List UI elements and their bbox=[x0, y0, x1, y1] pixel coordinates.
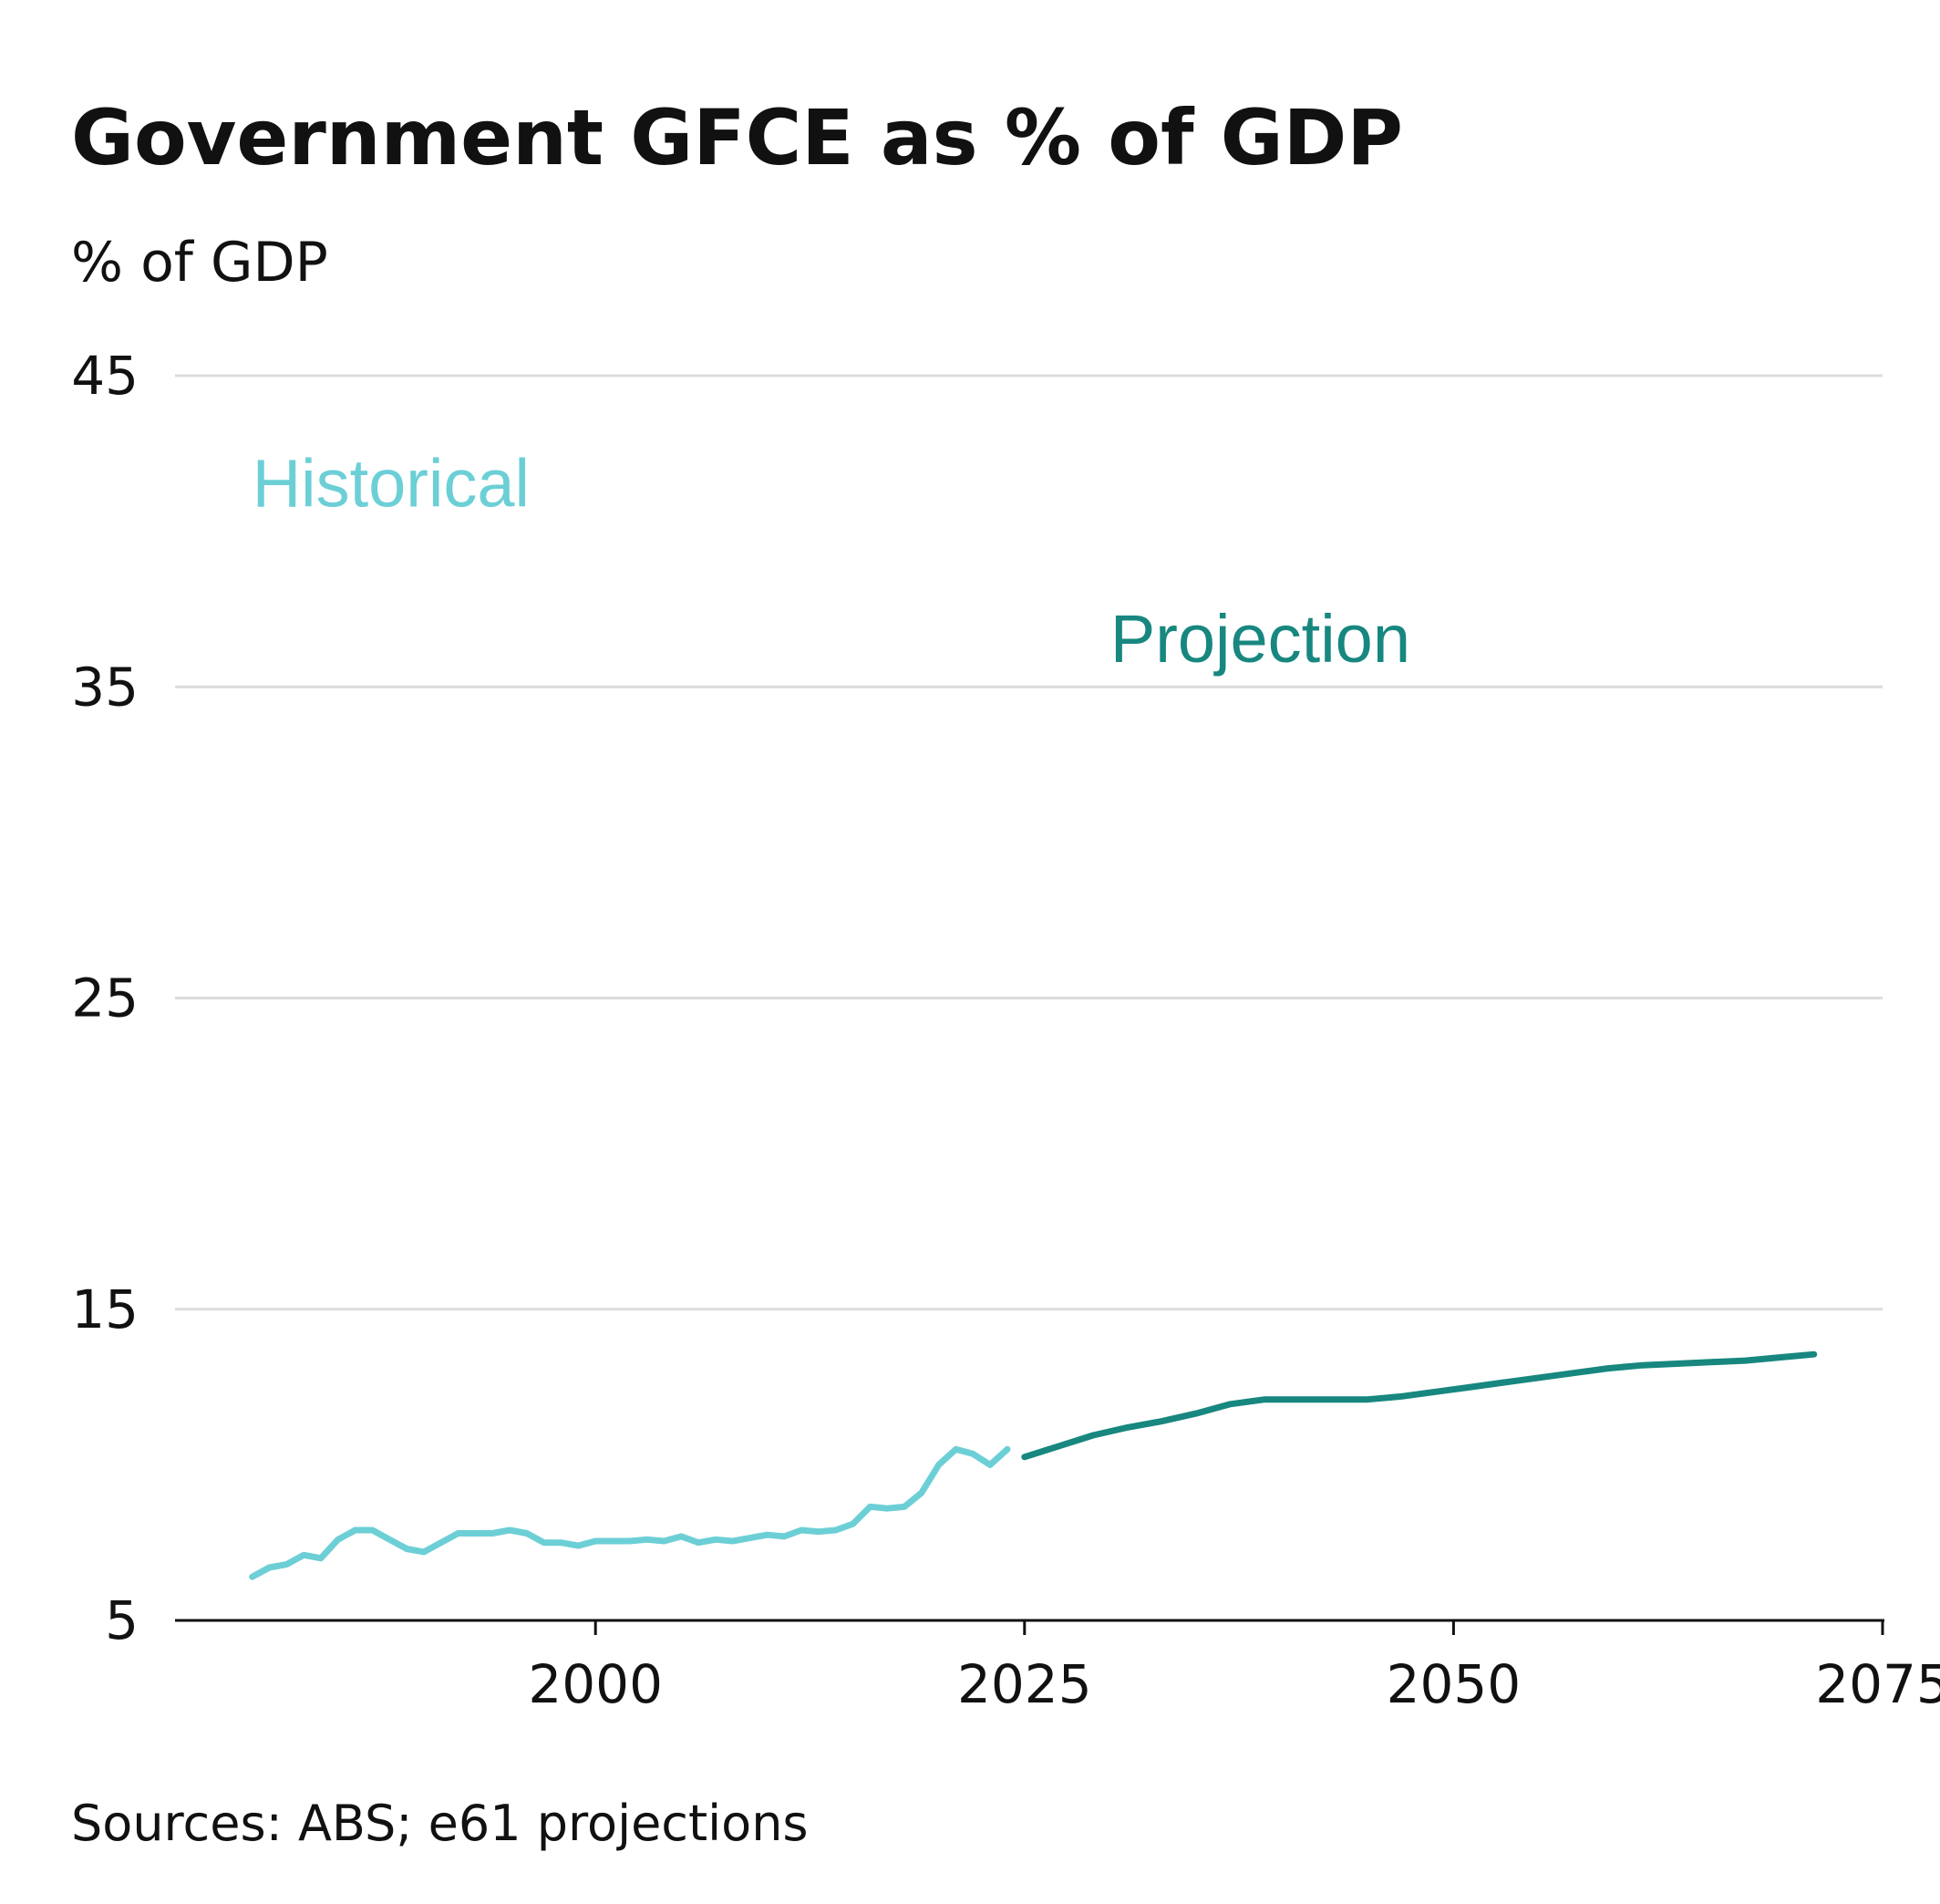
y-tick-label-15: 15 bbox=[71, 1278, 139, 1340]
y-tick-label-45: 45 bbox=[71, 345, 139, 407]
y-axis-label: % of GDP bbox=[71, 231, 328, 295]
x-tick-label-2075: 2075 bbox=[1815, 1653, 1940, 1715]
x-tick-label-2050: 2050 bbox=[1387, 1653, 1522, 1715]
y-tick-label-5: 5 bbox=[105, 1589, 139, 1651]
chart-title: Government GFCE as % of GDP bbox=[71, 93, 1403, 182]
projection-series-label: Projection bbox=[1110, 601, 1410, 677]
x-tick-label-2000: 2000 bbox=[528, 1653, 663, 1715]
projection-series-line bbox=[1021, 1350, 1818, 1461]
y-tick-label-35: 35 bbox=[71, 656, 139, 718]
gridlines bbox=[175, 374, 1883, 1311]
source-note: Sources: ABS; e61 projections bbox=[71, 1795, 809, 1852]
historical-series-line bbox=[249, 1445, 1011, 1580]
x-axis-ticks: 2000 2025 2050 2075 bbox=[528, 1620, 1940, 1715]
x-tick-label-2025: 2025 bbox=[957, 1653, 1092, 1715]
y-axis-ticks: 5 15 25 35 45 bbox=[71, 345, 139, 1651]
y-tick-label-25: 25 bbox=[71, 968, 139, 1030]
historical-series-label: Historical bbox=[253, 445, 530, 521]
